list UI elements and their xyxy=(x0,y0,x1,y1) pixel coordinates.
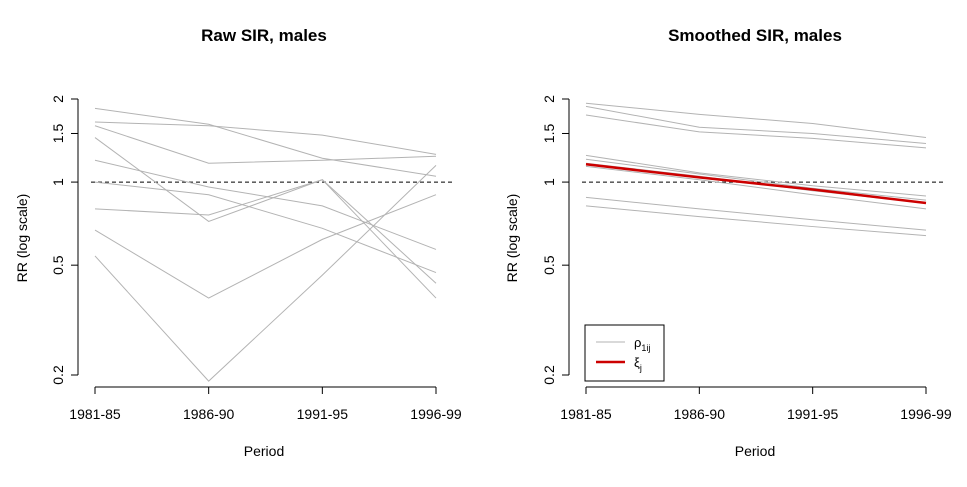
x-axis: 1981-85 1986-90 1991-95 1996-99 xyxy=(69,386,462,422)
x-axis: 1981-85 1986-90 1991-95 1996-99 xyxy=(560,386,952,422)
y-tick-label: 0.2 xyxy=(50,365,66,385)
series-line xyxy=(94,125,437,164)
y-tick-label: 2 xyxy=(50,95,66,103)
plot-area xyxy=(582,102,944,237)
series-line xyxy=(585,154,927,197)
series-line xyxy=(585,114,927,149)
series-line xyxy=(94,179,437,299)
series-line xyxy=(585,196,927,231)
chart-title: Smoothed SIR, males xyxy=(668,26,842,45)
y-tick-label: 0.5 xyxy=(50,255,66,275)
x-axis-label: Period xyxy=(244,443,284,459)
series-line xyxy=(585,165,927,210)
series-line xyxy=(94,137,437,284)
series-line xyxy=(585,205,927,237)
legend-box xyxy=(584,324,665,382)
smoothed-sir-panel: Smoothed SIR, males Period RR (log scale… xyxy=(504,26,952,459)
series-line xyxy=(585,105,927,144)
y-axis: 0.2 0.5 1 1.5 2 xyxy=(541,95,570,385)
x-tick-label: 1991-95 xyxy=(787,406,839,422)
series-line xyxy=(94,194,437,299)
y-axis: 0.2 0.5 1 1.5 2 xyxy=(50,95,79,385)
x-tick-label: 1996-99 xyxy=(410,406,462,422)
y-tick-label: 1 xyxy=(50,178,66,186)
y-tick-label: 2 xyxy=(541,95,557,103)
plot-area xyxy=(91,107,454,382)
series-line xyxy=(585,102,927,139)
x-tick-label: 1986-90 xyxy=(674,406,726,422)
series-line xyxy=(94,159,437,250)
y-tick-label: 1.5 xyxy=(50,124,66,144)
series-line xyxy=(94,107,437,177)
x-tick-label: 1996-99 xyxy=(900,406,952,422)
series-line xyxy=(94,181,437,274)
series-line xyxy=(585,158,927,201)
highlight-series-line xyxy=(585,163,927,205)
y-axis-label: RR (log scale) xyxy=(14,194,30,283)
x-tick-label: 1991-95 xyxy=(297,406,349,422)
y-tick-label: 0.2 xyxy=(541,365,557,385)
x-tick-label: 1986-90 xyxy=(183,406,235,422)
chart-title: Raw SIR, males xyxy=(201,26,327,45)
series-line xyxy=(94,121,437,155)
x-tick-label: 1981-85 xyxy=(69,406,121,422)
y-tick-label: 1 xyxy=(541,178,557,186)
y-tick-label: 1.5 xyxy=(541,124,557,144)
x-tick-label: 1981-85 xyxy=(560,406,612,422)
x-axis-label: Period xyxy=(735,443,775,459)
raw-sir-panel: Raw SIR, males Period RR (log scale) 0.2… xyxy=(14,26,462,459)
y-tick-label: 0.5 xyxy=(541,255,557,275)
series-line xyxy=(94,164,437,382)
y-axis-label: RR (log scale) xyxy=(504,194,520,283)
legend-label: ξj xyxy=(634,355,642,373)
